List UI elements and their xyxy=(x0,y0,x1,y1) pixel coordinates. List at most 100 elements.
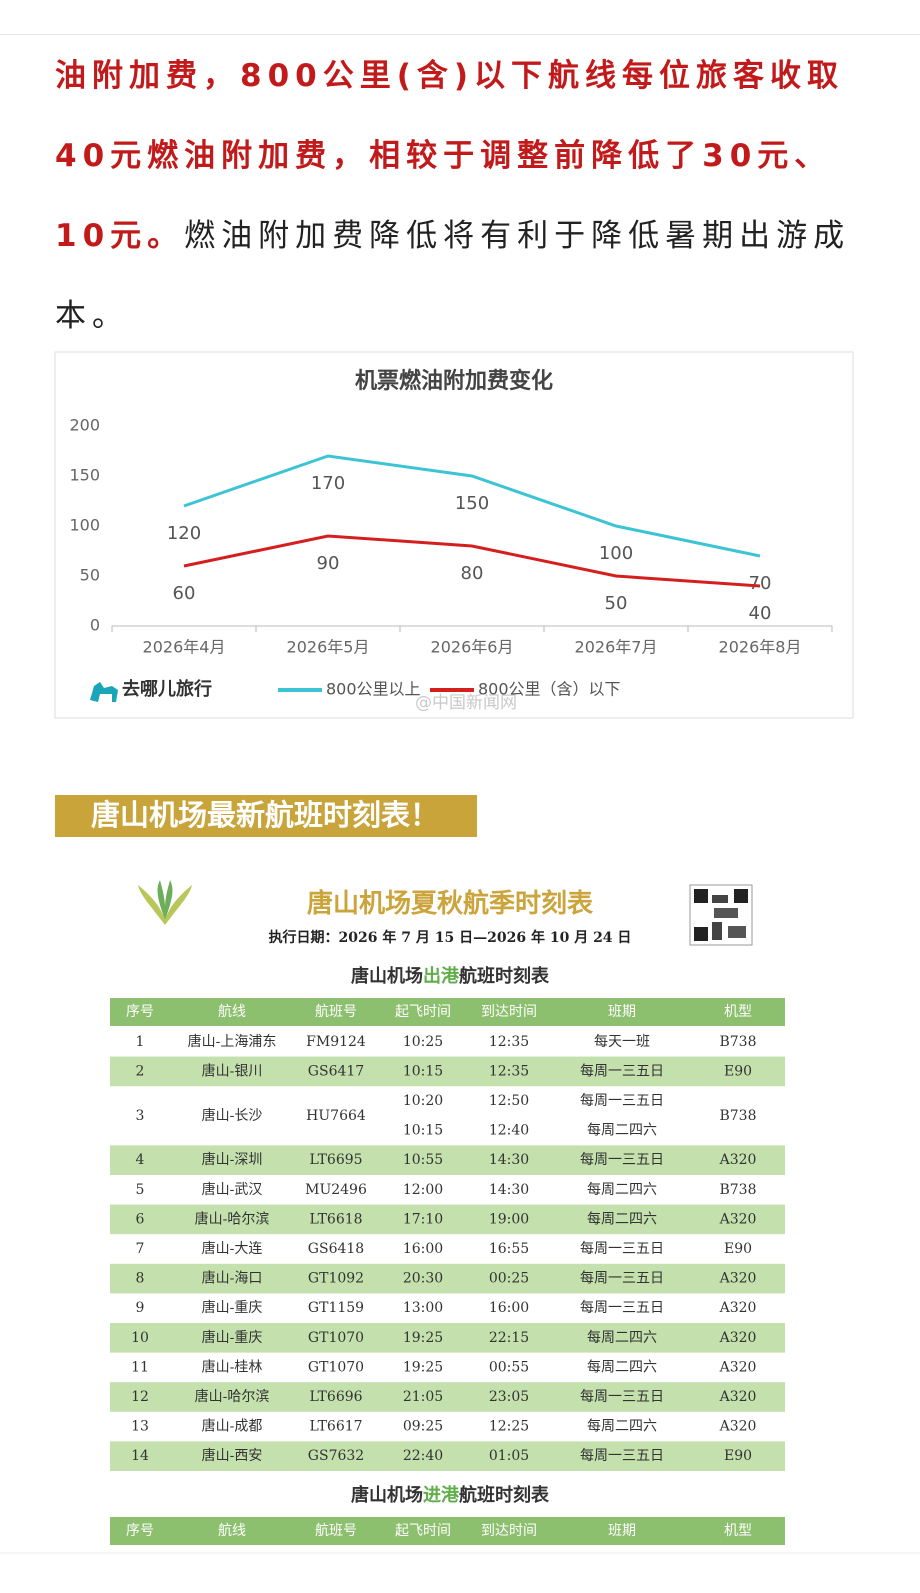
table-cell: 唐山-哈尔滨 xyxy=(195,1210,270,1227)
data-label: 170 xyxy=(311,473,345,494)
data-label: 120 xyxy=(167,523,201,544)
table-cell: GS6417 xyxy=(308,1063,364,1079)
table-cell: 每周一三五日 xyxy=(580,1271,664,1287)
table-cell: 22:40 xyxy=(403,1448,443,1464)
table-cell: 6 xyxy=(136,1211,145,1227)
series-line xyxy=(183,454,761,558)
series-line xyxy=(183,534,761,588)
table-cell: 14:30 xyxy=(489,1182,529,1198)
row-stripe xyxy=(110,1204,785,1235)
table-cell: B738 xyxy=(719,1034,756,1050)
table-cell: 每周二四六 xyxy=(587,1330,657,1346)
table-cell: 16:55 xyxy=(489,1241,529,1257)
table-cell: 2 xyxy=(136,1063,145,1079)
table-cell: 21:05 xyxy=(403,1389,443,1405)
table-cell: GS7632 xyxy=(308,1448,364,1464)
table-cell: 12:50 xyxy=(489,1093,529,1109)
table-cell: 3 xyxy=(136,1108,145,1124)
table-cell: 每周二四六 xyxy=(587,1123,657,1139)
table-cell: 01:05 xyxy=(489,1448,529,1464)
legend-label: 800公里以上 xyxy=(326,680,421,699)
table-cell: MU2496 xyxy=(305,1182,367,1198)
column-header: 航线 xyxy=(218,1523,246,1539)
subtitle-part: 唐山机场 xyxy=(351,965,423,987)
x-tick-label: 2026年5月 xyxy=(287,638,370,657)
table-cell: GT1159 xyxy=(308,1300,364,1316)
header-row xyxy=(110,1517,785,1545)
table-cell: 10:15 xyxy=(403,1123,443,1139)
table-cell: 12:25 xyxy=(489,1419,529,1435)
subtitle-part: 出港 xyxy=(423,965,460,987)
table-cell: B738 xyxy=(719,1108,756,1124)
table-cell: E90 xyxy=(724,1448,752,1464)
table-cell: 每周二四六 xyxy=(587,1182,657,1198)
table-cell: A320 xyxy=(719,1152,757,1168)
table-cell: 09:25 xyxy=(403,1419,443,1435)
table-cell: 唐山-银川 xyxy=(202,1062,263,1079)
table-cell: 每周一三五日 xyxy=(580,1241,664,1257)
header-row xyxy=(110,998,785,1026)
table-cell: 4 xyxy=(136,1152,145,1168)
table-cell: 10 xyxy=(131,1330,149,1346)
table-cell: 每周二四六 xyxy=(587,1359,657,1375)
table-cell: 唐山-武汉 xyxy=(202,1181,263,1198)
table-cell: 12 xyxy=(131,1389,149,1405)
divider xyxy=(0,34,920,35)
data-label: 70 xyxy=(749,573,772,594)
table-cell: 唐山-成都 xyxy=(202,1418,263,1435)
data-label: 150 xyxy=(455,493,489,514)
subtitle-part: 唐山机场 xyxy=(351,1484,423,1506)
table-cell: 16:00 xyxy=(489,1300,529,1316)
table-cell: E90 xyxy=(724,1241,752,1257)
x-tick-label: 2026年6月 xyxy=(431,638,514,657)
table-cell: 23:05 xyxy=(489,1389,529,1405)
table-cell: 唐山-海口 xyxy=(202,1270,263,1287)
table-cell: 12:35 xyxy=(489,1034,529,1050)
table-cell: A320 xyxy=(719,1359,757,1375)
table-cell: GT1092 xyxy=(308,1271,364,1287)
table-cell: 19:25 xyxy=(403,1359,443,1375)
table-cell: 唐山-重庆 xyxy=(202,1329,263,1346)
table-cell: 00:25 xyxy=(489,1271,529,1287)
table-cell: 每周一三五日 xyxy=(580,1063,664,1079)
row-stripe xyxy=(110,1056,785,1087)
table-cell: GT1070 xyxy=(308,1359,364,1375)
table-cell: 唐山-深圳 xyxy=(202,1151,263,1168)
column-header: 序号 xyxy=(126,1523,154,1539)
table-cell: FM9124 xyxy=(306,1034,366,1050)
watermark: @中国新闻网 xyxy=(415,693,517,713)
table-cell: 11 xyxy=(131,1359,149,1375)
table-cell: 10:55 xyxy=(403,1152,443,1168)
brand-icon xyxy=(90,682,118,702)
column-header: 班期 xyxy=(608,1523,636,1539)
column-header: 序号 xyxy=(126,1004,154,1020)
data-label: 80 xyxy=(461,563,484,584)
table-cell: 每周二四六 xyxy=(587,1211,657,1227)
table-cell: 20:30 xyxy=(403,1271,443,1287)
data-label: 50 xyxy=(605,593,628,614)
y-tick-label: 0 xyxy=(90,616,100,635)
table-cell: 每周一三五日 xyxy=(580,1152,664,1168)
table-cell: B738 xyxy=(719,1182,756,1198)
table-cell: A320 xyxy=(719,1419,757,1435)
subtitle-part: 进港 xyxy=(423,1485,460,1506)
table-cell: 唐山-大连 xyxy=(202,1240,263,1257)
table-cell: 唐山-西安 xyxy=(202,1447,263,1464)
table-cell: 14 xyxy=(131,1448,149,1464)
column-header: 班期 xyxy=(608,1004,636,1020)
data-label: 60 xyxy=(173,583,196,604)
table-cell: 每周二四六 xyxy=(587,1419,657,1435)
table-cell: 唐山-桂林 xyxy=(202,1358,263,1375)
table-cell: 10:15 xyxy=(403,1063,443,1079)
column-header: 航班号 xyxy=(315,1523,357,1539)
article-paragraph: 油附加费，800公里(含)以下航线每位旅客收取40元燃油附加费，相较于调整前降低… xyxy=(55,36,855,356)
section-title: 唐山机场最新航班时刻表！ xyxy=(91,798,439,832)
data-label: 100 xyxy=(599,543,633,564)
table-cell: 5 xyxy=(136,1182,145,1198)
table-cell: 12:35 xyxy=(489,1063,529,1079)
table-cell: LT6695 xyxy=(309,1152,362,1168)
table-cell: 19:00 xyxy=(489,1211,529,1227)
qr-code xyxy=(689,884,753,946)
y-tick-label: 200 xyxy=(69,416,100,435)
column-header: 到达时间 xyxy=(481,1523,537,1539)
